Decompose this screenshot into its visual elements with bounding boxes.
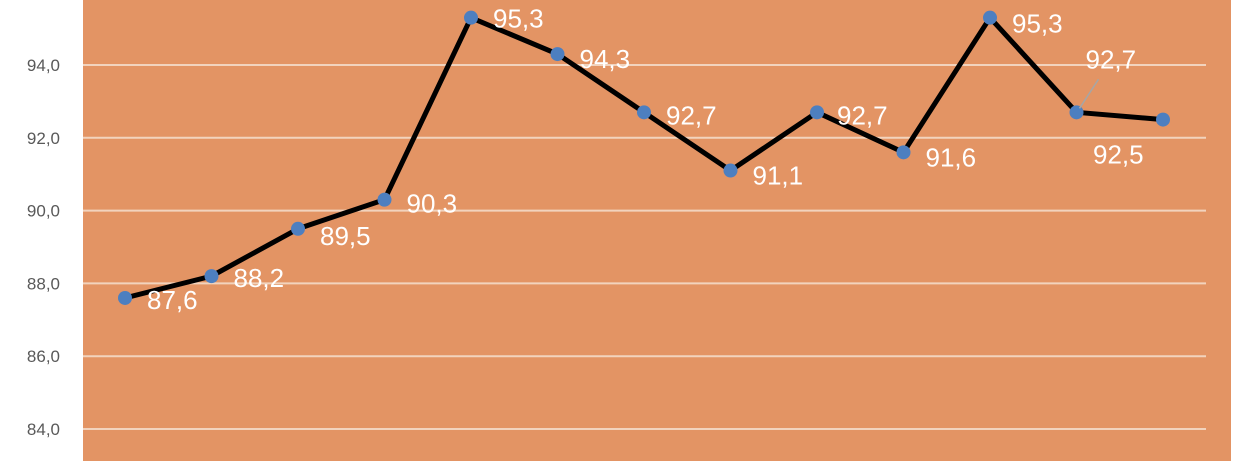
data-labels-group: 87,6 88,2 89,5 90,3 95,3 94,3 92,7 91,1 92,7 91,6… [147,4,1144,315]
y-tick-label: 90,0 [27,202,60,221]
plot-background [83,0,1231,461]
markers-group [118,10,1170,305]
label-leader-line [1078,78,1100,109]
data-label: 95,3 [1012,9,1063,39]
data-label: 92,5 [1093,140,1144,170]
data-point [896,145,911,160]
data-point [1069,105,1084,120]
data-label: 92,7 [1086,44,1137,74]
data-point [118,290,132,305]
data-label: 95,3 [493,4,544,34]
y-tick-label: 92,0 [27,129,60,148]
gridlines [83,64,1206,430]
data-point [723,163,738,178]
data-point [291,221,305,236]
data-point [550,47,565,62]
data-label: 92,7 [666,100,717,130]
data-label: 87,6 [147,285,198,315]
data-label: 91,6 [926,142,977,172]
data-label: 89,5 [320,221,371,251]
data-point [1156,112,1170,127]
data-label: 90,3 [407,189,458,219]
data-label: 88,2 [234,263,285,293]
data-point [464,10,478,25]
data-point [377,192,392,207]
data-point [204,269,219,284]
data-label: 92,7 [837,100,888,130]
data-point [810,105,824,120]
y-tick-label: 88,0 [27,274,60,293]
y-axis: 84,0 86,0 88,0 90,0 92,0 94,0 [27,56,60,439]
y-tick-label: 84,0 [27,420,60,439]
data-label: 94,3 [580,44,631,74]
data-label: 91,1 [753,161,804,191]
data-point [983,10,997,25]
y-tick-label: 86,0 [27,347,60,366]
data-point [637,105,651,120]
y-tick-label: 94,0 [27,56,60,75]
